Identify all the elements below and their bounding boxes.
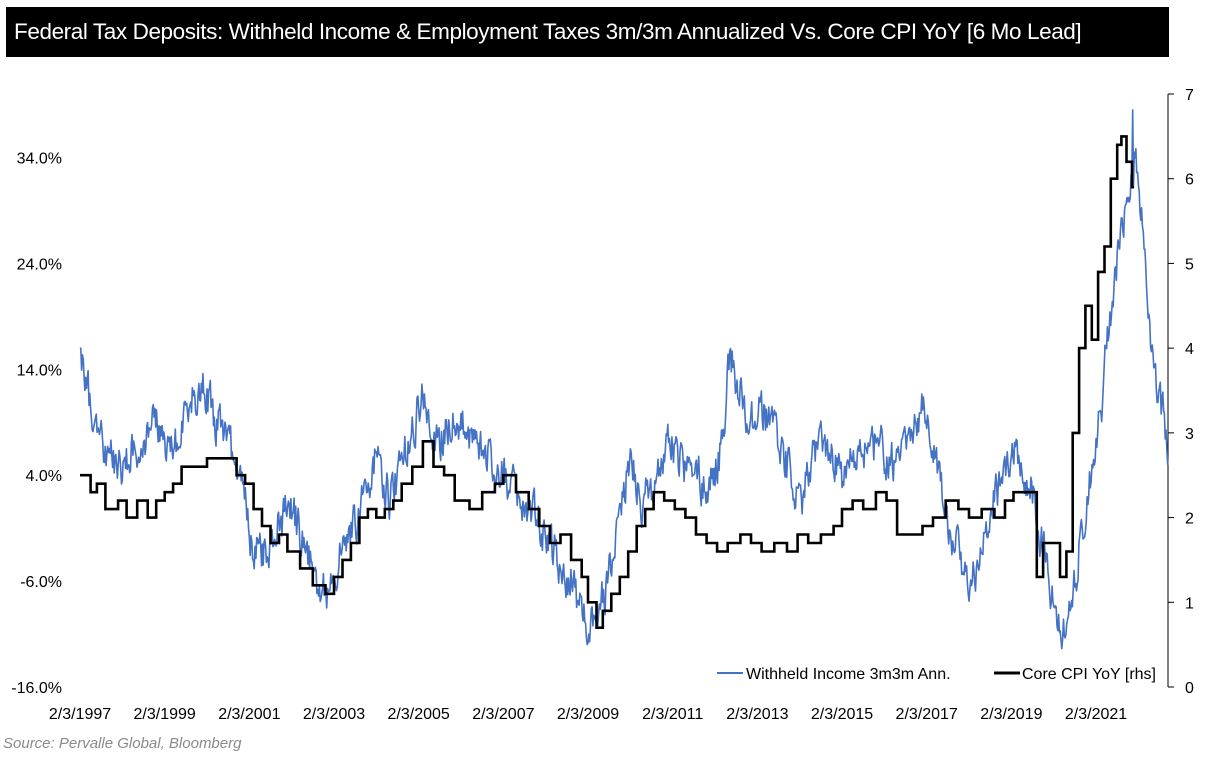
source-note: Source: Pervalle Global, Bloomberg — [3, 735, 242, 752]
right-tick-label: 3 — [1185, 426, 1194, 443]
right-tick-label: 4 — [1185, 341, 1194, 358]
x-tick-label: 2/3/2009 — [557, 706, 619, 723]
x-tick-label: 2/3/2011 — [642, 706, 703, 723]
x-tick-label: 2/3/2017 — [896, 706, 958, 723]
withheld-income-line — [79, 109, 1169, 650]
right-tick-label: 5 — [1185, 256, 1194, 273]
x-tick-label: 2/3/2015 — [811, 706, 873, 723]
chart-title: Federal Tax Deposits: Withheld Income & … — [14, 19, 1082, 44]
x-tick-label: 2/3/1997 — [49, 706, 111, 723]
x-tick-label: 2/3/2001 — [218, 706, 280, 723]
x-tick-label: 2/3/2021 — [1065, 706, 1127, 723]
right-tick-label: 0 — [1185, 680, 1194, 697]
left-tick-label: -6.0% — [20, 574, 62, 591]
left-tick-label: -16.0% — [11, 680, 62, 697]
left-tick-label: 34.0% — [17, 151, 62, 168]
right-tick-label: 2 — [1185, 511, 1194, 528]
series-layer — [79, 109, 1169, 650]
legend: Withheld Income 3m3m Ann. Core CPI YoY [… — [717, 666, 1156, 683]
x-tick-label: 2/3/2019 — [980, 706, 1042, 723]
x-tick-label: 2/3/2007 — [472, 706, 534, 723]
x-tick-label: 2/3/2003 — [303, 706, 365, 723]
x-tick-label: 2/3/2005 — [388, 706, 450, 723]
chart-title-bar: Federal Tax Deposits: Withheld Income & … — [6, 7, 1169, 57]
chart: 34.0%24.0%14.0%4.0%-6.0%-16.0% 76543210 … — [11, 87, 1194, 723]
left-tick-label: 14.0% — [17, 362, 62, 379]
left-tick-label: 24.0% — [17, 256, 62, 273]
right-tick-label: 6 — [1185, 172, 1194, 189]
right-tick-label: 1 — [1185, 595, 1194, 612]
x-tick-label: 2/3/1999 — [134, 706, 196, 723]
left-tick-label: 4.0% — [26, 468, 62, 485]
legend-label-corecpi: Core CPI YoY [rhs] — [1022, 666, 1156, 683]
x-axis: 2/3/1997 2/3/1999 2/3/2001 2/3/2003 2/3/2005… — [49, 706, 1127, 723]
right-tick-label: 7 — [1185, 87, 1194, 104]
x-tick-label: 2/3/2013 — [726, 706, 788, 723]
left-axis: 34.0% 24.0% 14.0% 4.0% -6.0% -16.0% — [11, 151, 62, 697]
right-axis: 7 6 5 4 3 2 1 0 — [1167, 87, 1194, 697]
legend-label-withheld: Withheld Income 3m3m Ann. — [746, 666, 951, 683]
core-cpi-line — [80, 135, 1135, 629]
